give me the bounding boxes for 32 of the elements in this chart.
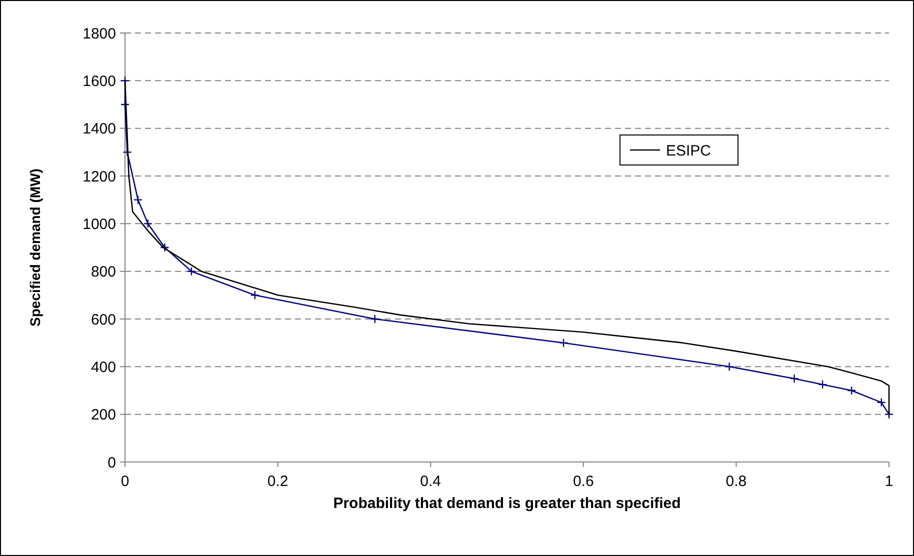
- y-tick-label: 1200: [82, 168, 116, 186]
- point: [724, 362, 734, 372]
- y-tick-label: 1400: [82, 120, 116, 138]
- x-tick-label: 0: [120, 473, 130, 490]
- point: [818, 380, 828, 390]
- x-axis-title: Probability that demand is greater than specified: [333, 495, 681, 512]
- x-tick-label: 1: [884, 473, 894, 490]
- y-tick-label: 400: [90, 358, 116, 376]
- y-tick-label: 0: [108, 454, 116, 472]
- y-tick-label: 1600: [82, 72, 116, 90]
- y-tick-label: 1000: [82, 216, 116, 233]
- point: [160, 242, 170, 252]
- point: [250, 290, 260, 300]
- point: [876, 398, 886, 408]
- x-tick-label: 0.2: [267, 473, 288, 490]
- y-tick-label: 1800: [82, 25, 116, 42]
- point: [558, 338, 568, 348]
- legend-label: ESIPC: [666, 142, 712, 160]
- point: [790, 374, 799, 384]
- x-tick-label: 0.8: [726, 473, 747, 490]
- point: [370, 314, 380, 324]
- point: [120, 100, 130, 110]
- point: [143, 219, 153, 228]
- point: [133, 195, 143, 204]
- y-tick-label: 600: [90, 311, 116, 328]
- y-axis-title: Specified demand (MW): [27, 168, 43, 326]
- y-tick-label: 200: [90, 406, 116, 424]
- point: [846, 386, 856, 396]
- y-tick-label: 800: [90, 264, 116, 281]
- point: [186, 266, 196, 276]
- x-tick-label: 0.6: [572, 473, 594, 490]
- x-tick-label: 0.4: [420, 473, 442, 490]
